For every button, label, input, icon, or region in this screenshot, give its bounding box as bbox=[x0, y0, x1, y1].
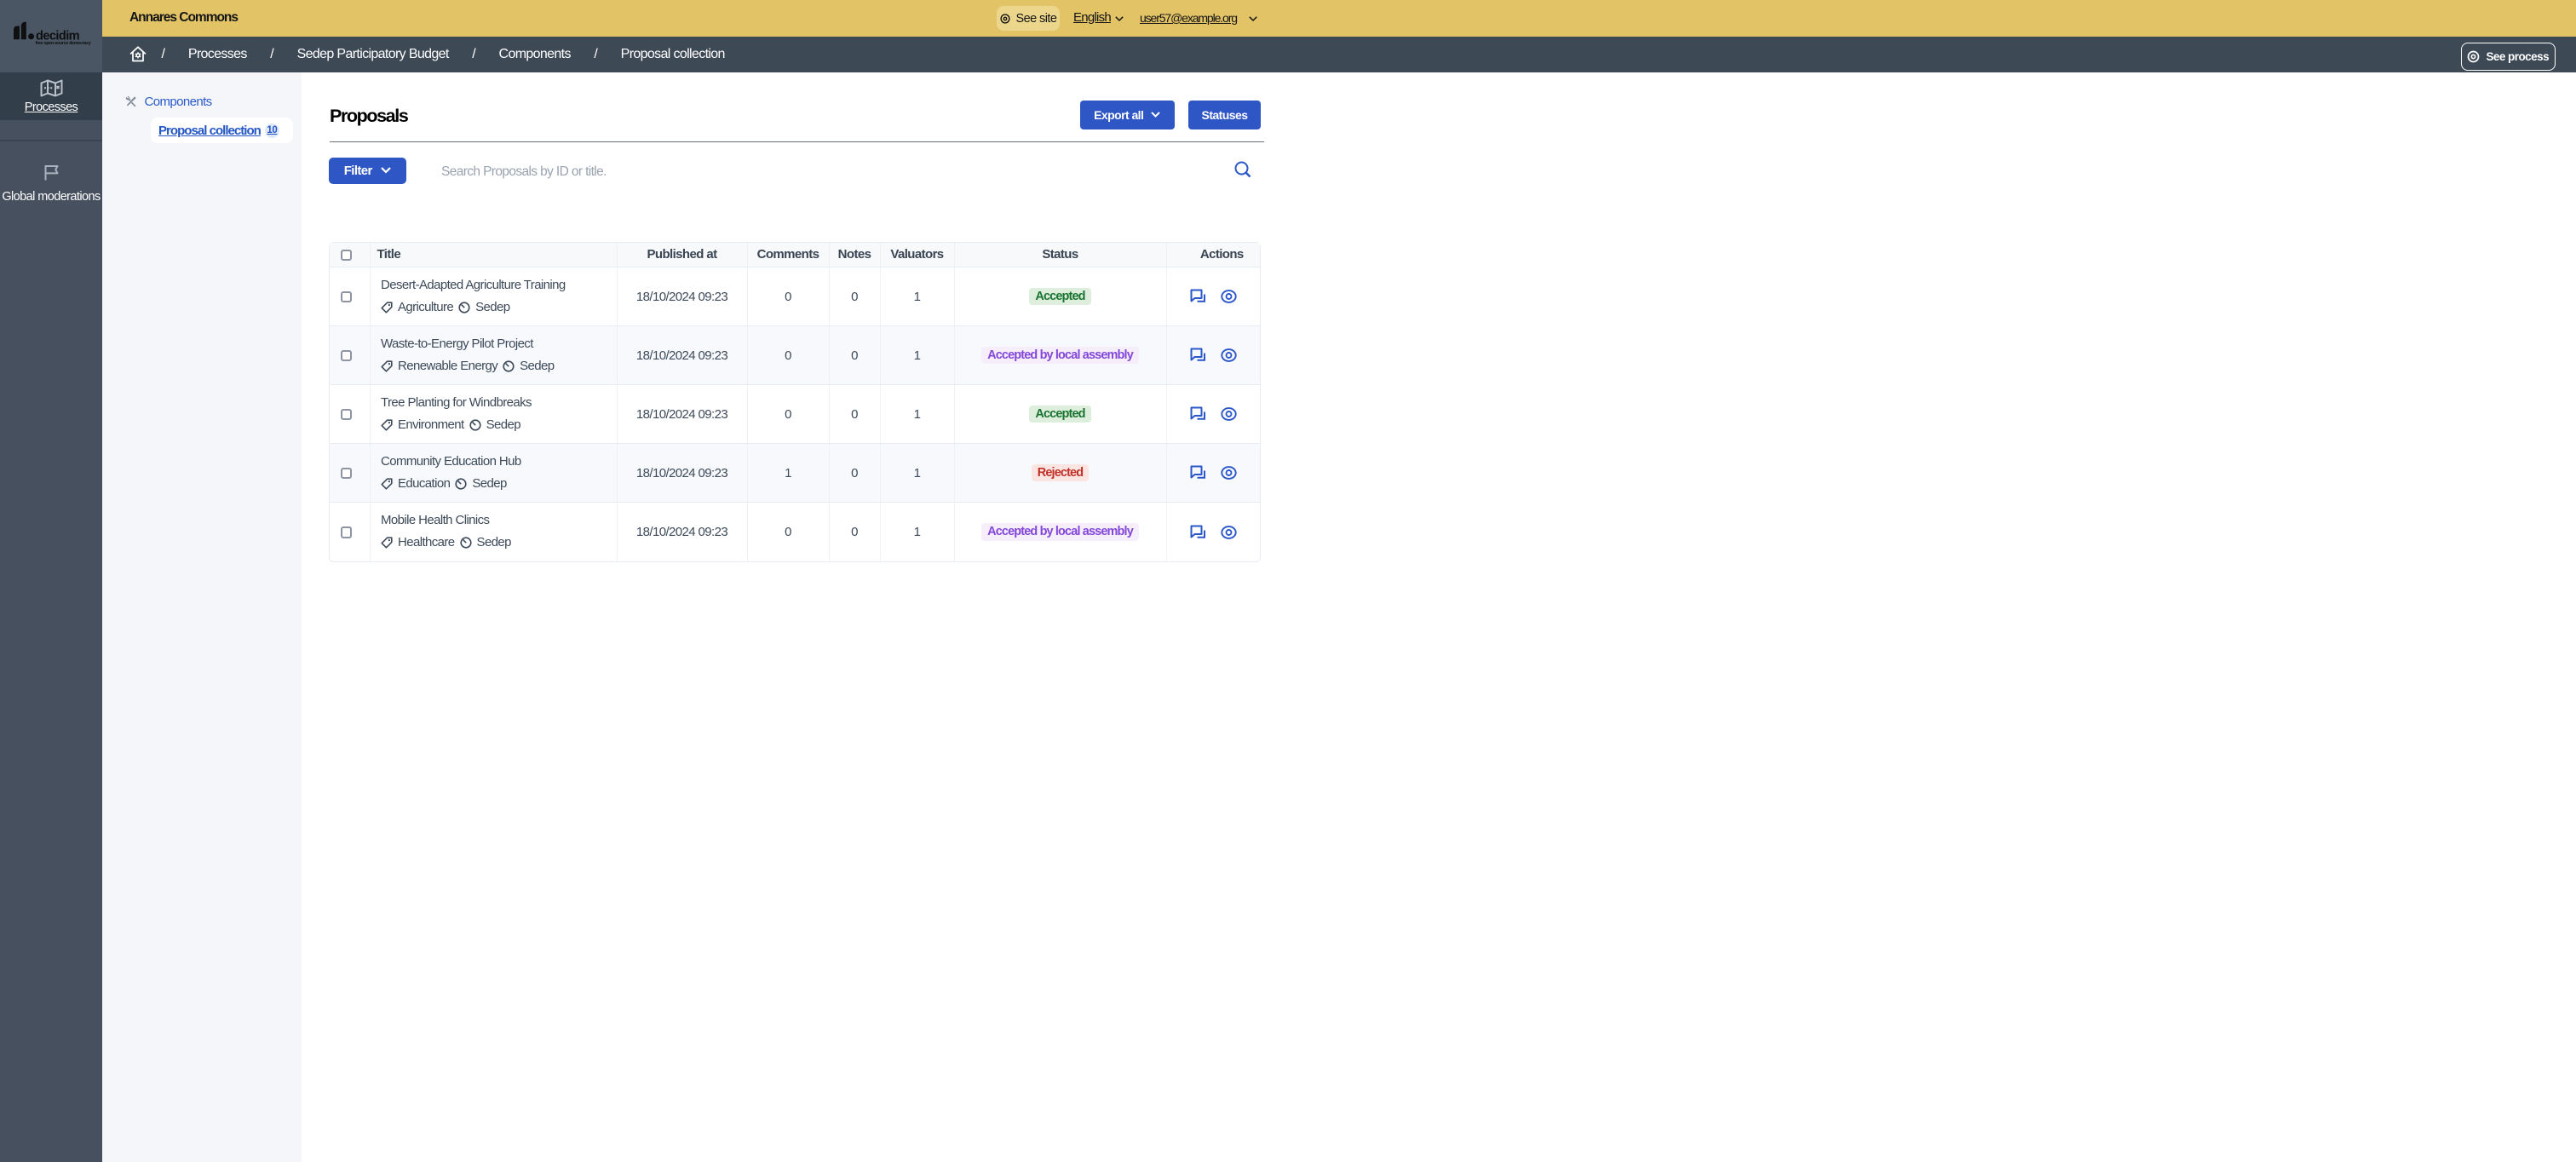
svg-text:decidim: decidim bbox=[36, 29, 80, 43]
svg-text:free open-source democracy: free open-source democracy bbox=[36, 40, 91, 45]
